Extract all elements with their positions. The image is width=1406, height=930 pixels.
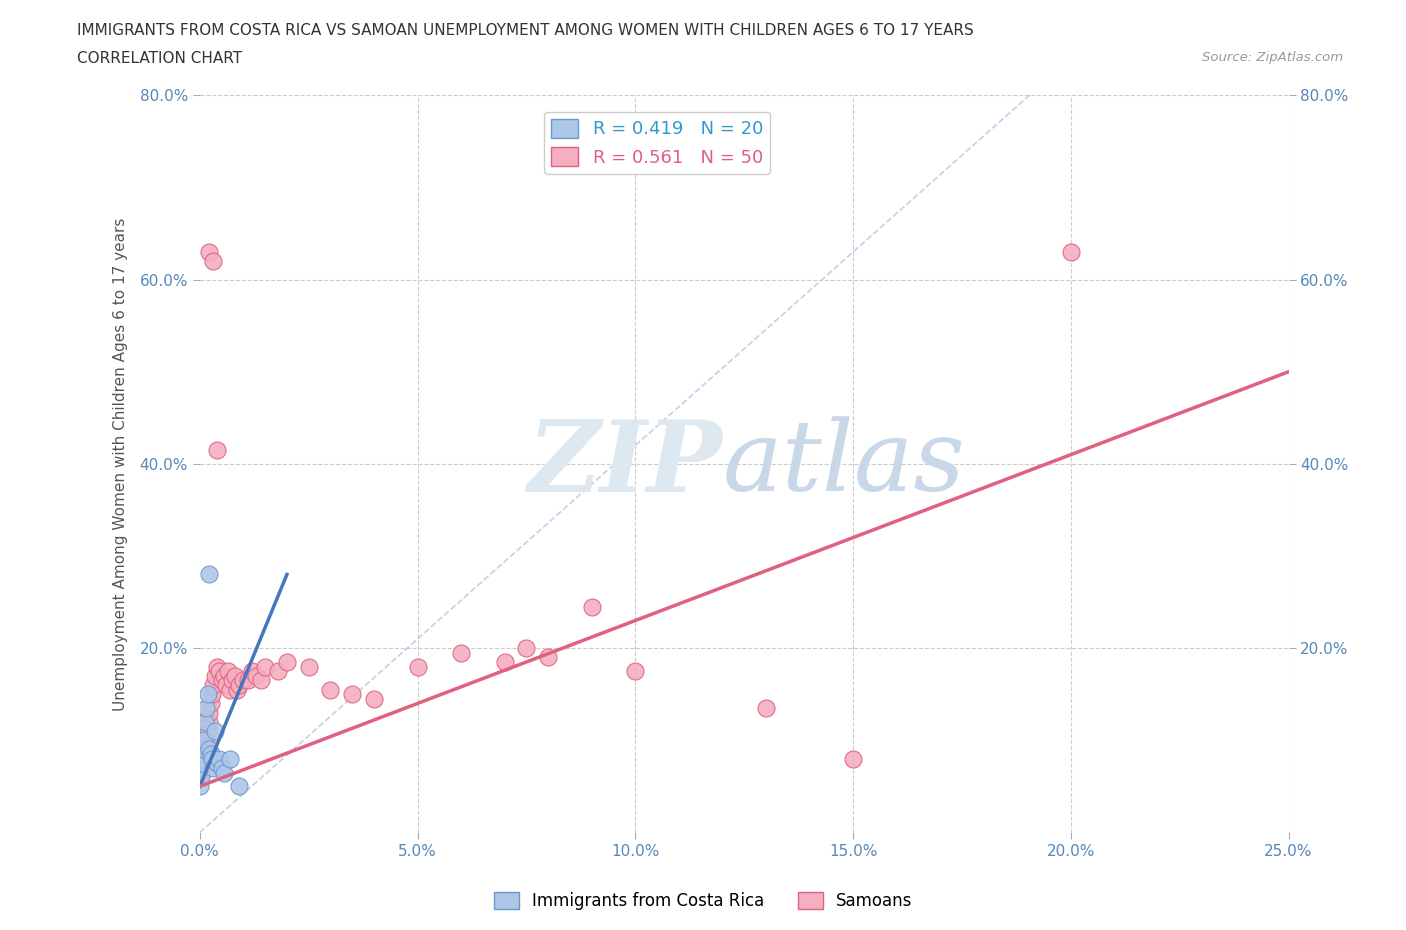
Text: ZIP: ZIP xyxy=(527,416,723,512)
Point xyxy=(201,254,224,269)
Point xyxy=(211,673,233,688)
Point xyxy=(190,770,212,785)
Point xyxy=(624,664,647,679)
Legend: Immigrants from Costa Rica, Samoans: Immigrants from Costa Rica, Samoans xyxy=(486,885,920,917)
Point xyxy=(267,664,290,679)
Point xyxy=(194,737,217,752)
Point xyxy=(319,683,342,698)
Point xyxy=(215,678,238,693)
Point xyxy=(195,733,218,748)
Legend: R = 0.419   N = 20, R = 0.561   N = 50: R = 0.419 N = 20, R = 0.561 N = 50 xyxy=(544,112,770,174)
Point xyxy=(228,678,250,693)
Point xyxy=(221,673,243,688)
Text: Source: ZipAtlas.com: Source: ZipAtlas.com xyxy=(1202,51,1343,64)
Point xyxy=(217,664,239,679)
Point xyxy=(276,655,298,670)
Point xyxy=(225,683,247,698)
Point xyxy=(193,742,215,757)
Point xyxy=(191,761,214,776)
Text: atlas: atlas xyxy=(723,417,965,512)
Point xyxy=(207,659,229,674)
Point xyxy=(201,686,224,701)
Point xyxy=(193,733,215,748)
Point xyxy=(207,443,229,458)
Point xyxy=(298,659,321,674)
Point xyxy=(212,765,235,780)
Point xyxy=(515,641,537,656)
Point xyxy=(406,659,429,674)
Point xyxy=(363,691,385,706)
Point xyxy=(207,756,229,771)
Point xyxy=(191,756,214,771)
Point xyxy=(195,700,218,715)
Point xyxy=(204,724,226,738)
Point xyxy=(201,761,224,776)
Point xyxy=(193,751,215,766)
Point xyxy=(197,724,219,738)
Point xyxy=(494,655,516,670)
Point xyxy=(249,673,271,688)
Point xyxy=(228,779,250,794)
Point xyxy=(224,669,246,684)
Point xyxy=(198,705,221,720)
Point xyxy=(236,673,259,688)
Point xyxy=(200,696,222,711)
Point xyxy=(342,686,364,701)
Point xyxy=(188,779,211,794)
Point xyxy=(1060,245,1083,259)
Y-axis label: Unemployment Among Women with Children Ages 6 to 17 years: Unemployment Among Women with Children A… xyxy=(114,218,128,711)
Point xyxy=(537,650,560,665)
Point xyxy=(190,765,212,780)
Point xyxy=(581,599,603,614)
Point xyxy=(212,669,235,684)
Point xyxy=(188,770,211,785)
Point xyxy=(198,742,221,757)
Point xyxy=(200,747,222,762)
Point xyxy=(755,700,778,715)
Point xyxy=(208,664,231,679)
Point xyxy=(194,714,217,729)
Point xyxy=(219,751,242,766)
Point xyxy=(208,751,231,766)
Point xyxy=(211,761,233,776)
Point xyxy=(240,664,263,679)
Point xyxy=(219,683,242,698)
Point xyxy=(201,751,224,766)
Point xyxy=(254,659,277,674)
Point xyxy=(204,669,226,684)
Point xyxy=(232,673,254,688)
Point xyxy=(197,245,219,259)
Point xyxy=(197,567,219,582)
Point xyxy=(197,686,219,701)
Text: IMMIGRANTS FROM COSTA RICA VS SAMOAN UNEMPLOYMENT AMONG WOMEN WITH CHILDREN AGES: IMMIGRANTS FROM COSTA RICA VS SAMOAN UNE… xyxy=(77,23,974,38)
Text: CORRELATION CHART: CORRELATION CHART xyxy=(77,51,242,66)
Point xyxy=(197,714,219,729)
Point xyxy=(842,751,865,766)
Point xyxy=(245,669,267,684)
Point xyxy=(193,742,215,757)
Point xyxy=(450,645,472,660)
Point xyxy=(201,678,224,693)
